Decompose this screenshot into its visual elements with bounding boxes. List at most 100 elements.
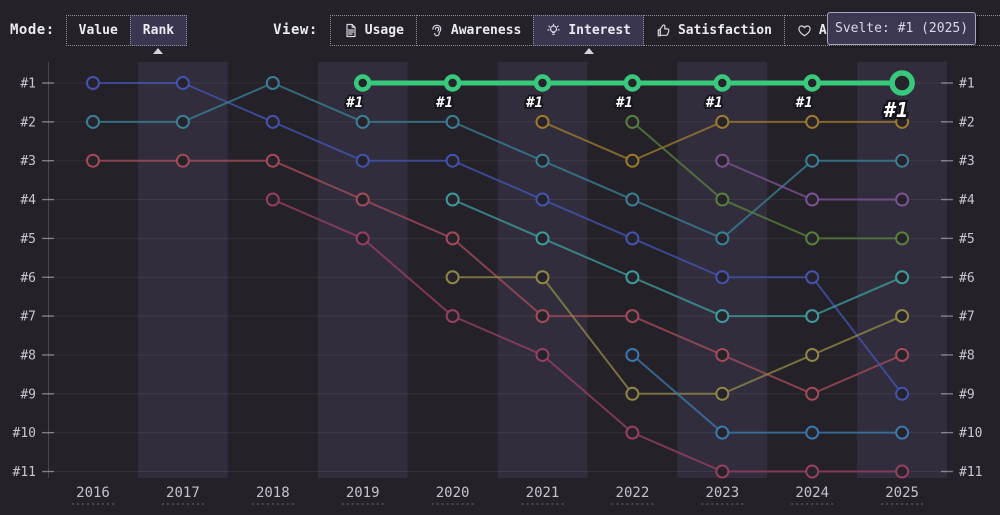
series-rose-point[interactable] [445,309,460,324]
series-crimson-point[interactable] [445,231,460,246]
svelte-point[interactable] [713,74,732,92]
series-crimson-point[interactable] [535,309,550,324]
series-indigo-point[interactable] [86,76,100,90]
active-tab-caret-icon [583,47,594,54]
series-olive-point[interactable] [445,270,460,285]
series-rose-point[interactable] [895,464,910,479]
series-crimson-point[interactable] [175,153,190,168]
year-label[interactable]: 2023 [705,485,739,501]
year-label[interactable]: 2024 [795,485,829,501]
tab-satisfaction[interactable]: Satisfaction [642,14,785,46]
series-moss-point[interactable] [715,192,730,207]
series-cyan-point[interactable] [715,309,730,324]
series-rose-point[interactable] [715,464,730,479]
series-crimson-point[interactable] [895,347,910,362]
year-band [317,62,408,478]
tab-interest[interactable]: Interest [533,14,644,54]
series-indigo-point[interactable] [265,114,280,129]
series-moss-line[interactable] [631,121,903,240]
series-moss-point[interactable] [805,231,820,246]
series-teal-point[interactable] [625,192,640,207]
series-amber-point[interactable] [715,114,730,129]
series-rose-point[interactable] [535,347,550,362]
series-cyan-point[interactable] [805,309,820,324]
series-olive-point[interactable] [895,309,910,324]
series-steelblue-line[interactable] [631,354,903,434]
series-rose-point[interactable] [355,231,370,246]
series-teal-point[interactable] [265,76,280,90]
series-indigo-point[interactable] [175,76,190,90]
year-label[interactable]: 2018 [256,485,290,501]
series-crimson-point[interactable] [625,309,640,324]
series-indigo-point[interactable] [715,270,730,285]
series-violet-point[interactable] [895,192,910,207]
year-label[interactable]: 2020 [436,485,470,501]
year-label[interactable]: 2021 [526,485,560,501]
series-moss-point[interactable] [895,231,910,246]
tab-awareness[interactable]: Awareness [415,14,535,46]
series-rose-point[interactable] [625,425,640,440]
year-label[interactable]: 2017 [166,485,200,501]
year-label[interactable]: 2019 [346,485,380,501]
series-teal-point[interactable] [445,114,460,129]
series-crimson-point[interactable] [355,192,370,207]
series-rose-line[interactable] [272,198,903,473]
svelte-point[interactable] [353,74,372,92]
series-violet-point[interactable] [715,153,730,168]
series-cyan-point[interactable] [445,192,460,207]
mode-rank-button[interactable]: Rank [129,14,188,54]
series-amber-point[interactable] [535,114,550,129]
series-teal-point[interactable] [86,114,100,129]
series-crimson-point[interactable] [715,347,730,362]
series-olive-point[interactable] [805,347,820,362]
series-steelblue-point[interactable] [625,347,640,362]
tab-usage[interactable]: Usage [329,14,417,46]
series-amber-point[interactable] [805,114,820,129]
series-indigo-point[interactable] [445,153,460,168]
series-steelblue-point[interactable] [805,425,820,440]
series-crimson-point[interactable] [86,153,100,168]
series-indigo-point[interactable] [805,270,820,285]
series-crimson-point[interactable] [805,386,820,401]
year-label[interactable]: 2022 [616,485,650,501]
year-label[interactable]: 2025 [885,485,919,501]
series-indigo-point[interactable] [625,231,640,246]
svelte-point[interactable] [889,70,915,96]
series-olive-point[interactable] [715,386,730,401]
series-rose-point[interactable] [265,192,280,207]
svelte-point[interactable] [803,74,821,92]
series-cyan-point[interactable] [895,270,910,285]
tab-awareness-label: Awareness [450,22,522,38]
series-indigo-point[interactable] [895,386,910,401]
series-teal-point[interactable] [175,114,190,129]
series-indigo-point[interactable] [355,153,370,168]
series-amber-point[interactable] [895,114,910,129]
year-label[interactable]: 2016 [76,485,110,501]
series-steelblue-point[interactable] [895,425,910,440]
series-crimson-point[interactable] [265,153,280,168]
svelte-point[interactable] [623,74,642,92]
series-violet-point[interactable] [805,192,820,207]
series-moss-point[interactable] [625,114,640,129]
series-rose-point[interactable] [805,464,820,479]
series-teal-point[interactable] [715,231,730,246]
year-band [497,62,588,478]
rank-label-left: #4 [20,193,36,208]
svelte-point[interactable] [533,74,552,92]
series-cyan-point[interactable] [625,270,640,285]
series-cyan-point[interactable] [535,231,550,246]
series-teal-point[interactable] [535,153,550,168]
svelte-point[interactable] [443,74,462,92]
series-teal-line[interactable] [93,82,903,240]
series-teal-point[interactable] [355,114,370,129]
highlight-rank-label: #1 [525,95,543,111]
series-steelblue-point[interactable] [715,425,730,440]
series-cyan-line[interactable] [452,198,903,318]
series-amber-point[interactable] [625,153,640,168]
series-olive-point[interactable] [535,270,550,285]
mode-value-button[interactable]: Value [65,14,131,46]
series-teal-point[interactable] [805,153,820,168]
series-olive-point[interactable] [625,386,640,401]
series-teal-point[interactable] [895,153,910,168]
series-indigo-point[interactable] [535,192,550,207]
